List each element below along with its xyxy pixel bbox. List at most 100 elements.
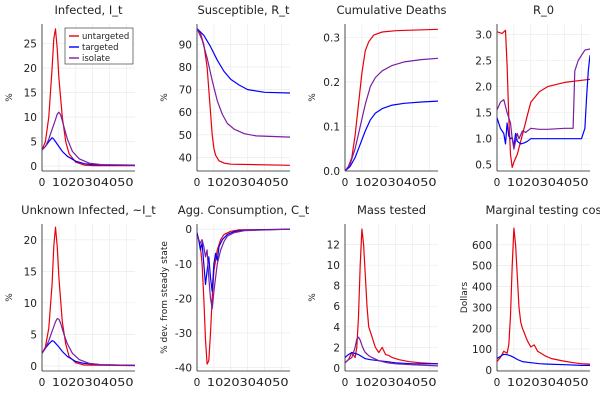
series-line-isolate xyxy=(197,228,290,310)
y-tick-label: 0.3 xyxy=(323,32,340,44)
y-tick-label: 20 xyxy=(24,235,37,247)
y-tick-label: 50 xyxy=(179,130,192,142)
panel-title: Mass tested xyxy=(357,203,426,217)
panel-marginal-testing-cost: Marginal testing cos Dollars 0 1020304050 0 1… xyxy=(460,203,600,389)
series-group xyxy=(345,28,438,171)
y-tick-label: 10 xyxy=(24,112,37,124)
x-tick-label: 0 xyxy=(494,177,501,189)
panel-title: Agg. Consumption, C_t xyxy=(178,203,310,217)
y-tick-label: 0 xyxy=(30,361,37,373)
y-axis-label: Dollars xyxy=(460,282,470,314)
series-line-targeted xyxy=(197,228,290,292)
series-line-isolate xyxy=(42,111,135,166)
y-tick-label: 5 xyxy=(30,329,37,341)
y-tick-label: 500 xyxy=(472,261,492,273)
series-line-untargeted xyxy=(345,28,438,171)
x-tick-label: 0 xyxy=(342,177,349,189)
panel-cumulative-deaths: Cumulative Deaths% 0 1020304050 0.0 0.1 0.2 0.… xyxy=(308,3,447,189)
series-group xyxy=(42,28,135,167)
y-tick-label: 400 xyxy=(472,282,492,294)
x-tick-label: 0 xyxy=(494,377,501,389)
y-tick-label: 10 xyxy=(327,260,340,272)
y-axis-label: % dev. from steady state xyxy=(160,241,170,354)
y-tick-label: 5 xyxy=(30,137,37,149)
y-tick-label: 80 xyxy=(179,62,192,74)
x-tick-label: 0 xyxy=(194,177,201,189)
y-tick-label: 40 xyxy=(179,152,192,164)
y-tick-label: 2.0 xyxy=(475,82,492,94)
y-tick-label: 15 xyxy=(24,88,37,100)
series-line-untargeted xyxy=(42,226,135,367)
x-tick-label: 0 xyxy=(39,377,46,389)
series-group xyxy=(497,227,590,366)
y-tick-label: 15 xyxy=(24,266,37,278)
panel-title: Infected, I_t xyxy=(55,3,123,17)
y-tick-label: 70 xyxy=(179,85,192,97)
y-tick-label: -40 xyxy=(175,363,192,375)
legend-label: isolate xyxy=(82,54,110,64)
y-tick-label: -20 xyxy=(175,293,192,305)
y-axis-label: % xyxy=(308,293,318,302)
series-line-isolate xyxy=(197,28,290,138)
series-line-untargeted xyxy=(345,228,438,365)
y-tick-label: 100 xyxy=(472,344,492,356)
y-axis-label: % xyxy=(160,93,170,102)
legend-label: targeted xyxy=(82,43,118,53)
panel-title: Marginal testing cos xyxy=(485,203,600,217)
y-tick-label: 3.0 xyxy=(475,29,492,41)
panel-infected: Infected, I_t% 0 1020304050 0 5 10 15 20 25 untar… xyxy=(5,3,135,189)
y-tick-label: 0 xyxy=(30,161,37,173)
legend-label: untargeted xyxy=(82,32,129,42)
panel-title: Unknown Infected, ~I_t xyxy=(21,203,156,217)
y-tick-label: 60 xyxy=(179,107,192,119)
x-tick-label: 0 xyxy=(39,177,46,189)
series-line-untargeted xyxy=(197,228,290,365)
x-tick-labels: 1020304050 xyxy=(207,177,289,189)
y-tick-label: -10 xyxy=(175,259,192,271)
series-line-targeted xyxy=(497,55,590,148)
y-tick-label: 90 xyxy=(179,39,192,51)
y-tick-label: 12 xyxy=(327,240,340,252)
y-axis-label: % xyxy=(5,93,15,102)
panel-susceptible: Susceptible, R_t% 0 1020304050 40 50 60 70 80 90 xyxy=(160,3,290,189)
x-tick-labels: 1020304050 xyxy=(355,177,437,189)
panel-title: Susceptible, R_t xyxy=(197,3,290,17)
y-tick-label: 600 xyxy=(472,240,492,252)
series-line-untargeted xyxy=(197,28,290,166)
y-tick-label: -30 xyxy=(175,328,192,340)
y-tick-label: 2 xyxy=(333,342,340,354)
y-tick-label: 0.2 xyxy=(323,77,340,89)
y-tick-label: 1.5 xyxy=(475,108,492,120)
y-tick-label: 0 xyxy=(185,224,192,236)
x-tick-labels: 1020304050 xyxy=(52,377,134,389)
x-tick-label: 0 xyxy=(194,377,201,389)
y-tick-label: 4 xyxy=(333,322,340,334)
x-tick-labels: 1020304050 xyxy=(207,377,289,389)
y-tick-label: 2.5 xyxy=(475,55,492,67)
series-line-targeted xyxy=(42,340,135,366)
y-tick-label: 0.1 xyxy=(323,121,340,133)
y-tick-label: 20 xyxy=(24,63,37,75)
y-tick-label: 0.5 xyxy=(475,160,492,172)
y-tick-label: 6 xyxy=(333,301,340,313)
series-line-targeted xyxy=(345,351,438,365)
x-tick-label: 0 xyxy=(342,377,349,389)
y-tick-label: 0 xyxy=(485,365,492,377)
series-line-untargeted xyxy=(497,29,590,168)
y-tick-label: 300 xyxy=(472,302,492,314)
y-tick-label: 0.0 xyxy=(323,166,340,178)
x-tick-labels: 1020304050 xyxy=(507,377,589,389)
y-tick-label: 200 xyxy=(472,323,492,335)
series-line-targeted xyxy=(345,100,438,171)
series-group xyxy=(197,28,290,166)
x-tick-labels: 1020304050 xyxy=(52,177,134,189)
series-line-untargeted xyxy=(42,28,135,167)
panel-agg-consumption: Agg. Consumption, C_t % dev. from steady … xyxy=(160,203,310,389)
panel-r0: R_0 0 1020304050 0.5 1.0 1.5 2.0 2.5 3.0 xyxy=(475,3,590,189)
y-tick-label: 8 xyxy=(333,281,340,293)
y-tick-label: 10 xyxy=(24,298,37,310)
series-line-untargeted xyxy=(497,227,590,365)
series-line-isolate xyxy=(42,318,135,366)
